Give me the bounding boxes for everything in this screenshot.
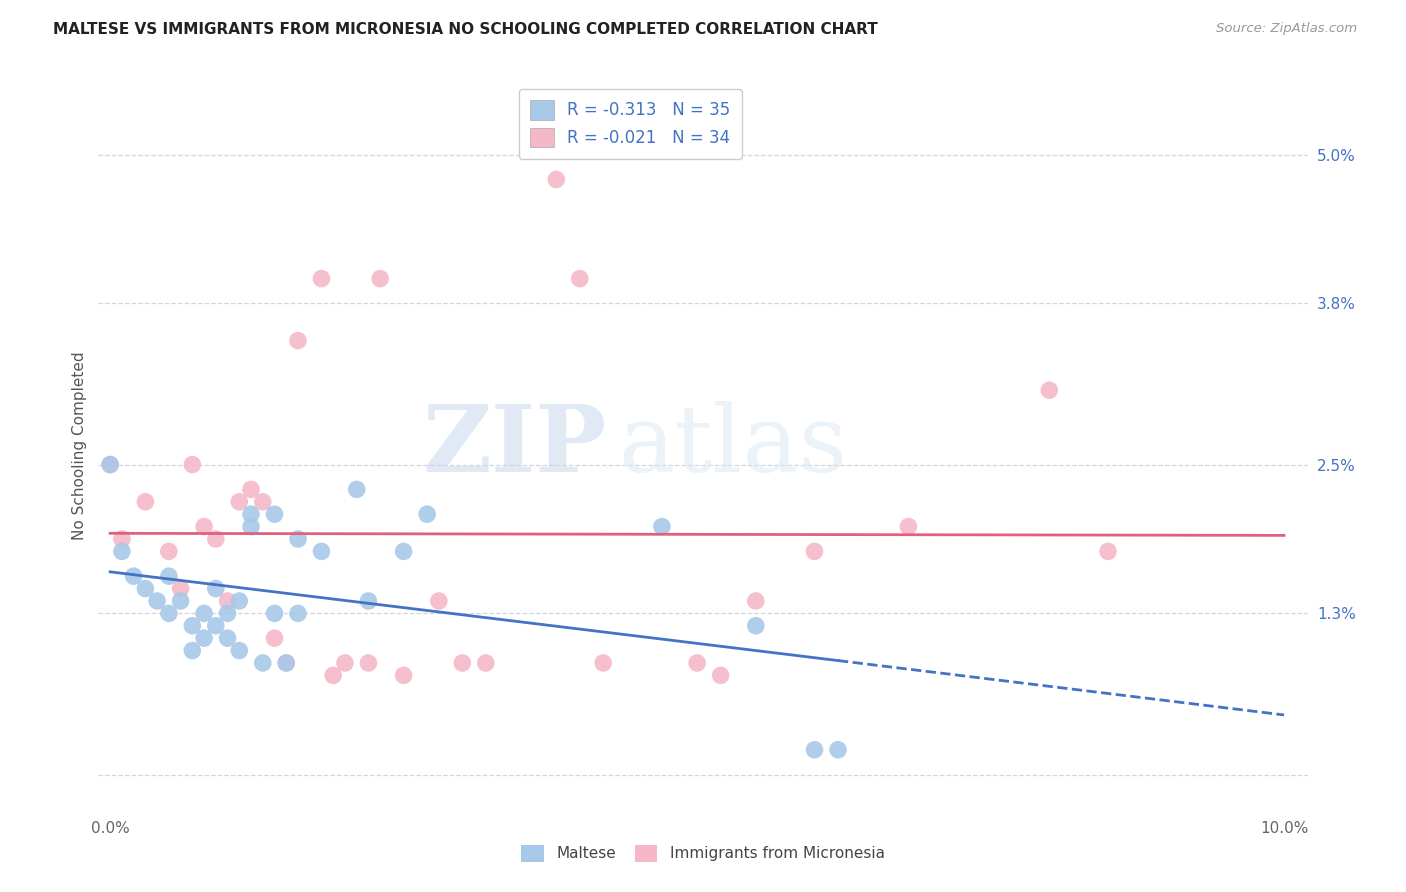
Point	[157, 569, 180, 583]
Point	[240, 483, 263, 497]
Point	[745, 594, 768, 608]
Point	[193, 607, 215, 621]
Point	[897, 519, 920, 533]
Point	[1038, 383, 1060, 397]
Point	[157, 544, 180, 558]
Point	[134, 495, 156, 509]
Point	[252, 495, 274, 509]
Point	[392, 544, 415, 558]
Legend: R = -0.313   N = 35, R = -0.021   N = 34: R = -0.313 N = 35, R = -0.021 N = 34	[519, 88, 742, 159]
Point	[651, 519, 673, 533]
Point	[263, 607, 285, 621]
Point	[217, 607, 239, 621]
Point	[568, 271, 591, 285]
Point	[592, 656, 614, 670]
Point	[228, 643, 250, 657]
Point	[169, 594, 191, 608]
Point	[111, 532, 134, 546]
Point	[146, 594, 169, 608]
Point	[134, 582, 156, 596]
Legend: Maltese, Immigrants from Micronesia: Maltese, Immigrants from Micronesia	[515, 838, 891, 868]
Point	[276, 656, 298, 670]
Point	[357, 594, 380, 608]
Point	[181, 619, 204, 633]
Point	[803, 544, 825, 558]
Point	[111, 544, 134, 558]
Point	[98, 458, 121, 472]
Point	[311, 544, 333, 558]
Point	[240, 507, 263, 521]
Point	[392, 668, 415, 682]
Point	[240, 519, 263, 533]
Text: Source: ZipAtlas.com: Source: ZipAtlas.com	[1216, 22, 1357, 36]
Point	[416, 507, 439, 521]
Point	[217, 631, 239, 645]
Point	[357, 656, 380, 670]
Point	[1097, 544, 1119, 558]
Point	[287, 607, 309, 621]
Point	[276, 656, 298, 670]
Point	[311, 271, 333, 285]
Point	[181, 458, 204, 472]
Point	[122, 569, 145, 583]
Point	[169, 582, 191, 596]
Point	[475, 656, 498, 670]
Y-axis label: No Schooling Completed: No Schooling Completed	[72, 351, 87, 541]
Point	[252, 656, 274, 670]
Point	[193, 631, 215, 645]
Point	[98, 458, 121, 472]
Point	[322, 668, 344, 682]
Point	[686, 656, 709, 670]
Point	[204, 619, 226, 633]
Point	[263, 507, 285, 521]
Text: ZIP: ZIP	[422, 401, 606, 491]
Point	[228, 594, 250, 608]
Point	[546, 172, 568, 186]
Point	[745, 619, 768, 633]
Point	[287, 334, 309, 348]
Point	[346, 483, 368, 497]
Point	[204, 532, 226, 546]
Point	[228, 495, 250, 509]
Text: atlas: atlas	[619, 401, 848, 491]
Point	[217, 594, 239, 608]
Point	[181, 643, 204, 657]
Point	[263, 631, 285, 645]
Point	[333, 656, 356, 670]
Point	[827, 743, 849, 757]
Point	[803, 743, 825, 757]
Text: MALTESE VS IMMIGRANTS FROM MICRONESIA NO SCHOOLING COMPLETED CORRELATION CHART: MALTESE VS IMMIGRANTS FROM MICRONESIA NO…	[53, 22, 879, 37]
Point	[157, 607, 180, 621]
Point	[287, 532, 309, 546]
Point	[710, 668, 733, 682]
Point	[427, 594, 450, 608]
Point	[204, 582, 226, 596]
Point	[368, 271, 391, 285]
Point	[451, 656, 474, 670]
Point	[193, 519, 215, 533]
